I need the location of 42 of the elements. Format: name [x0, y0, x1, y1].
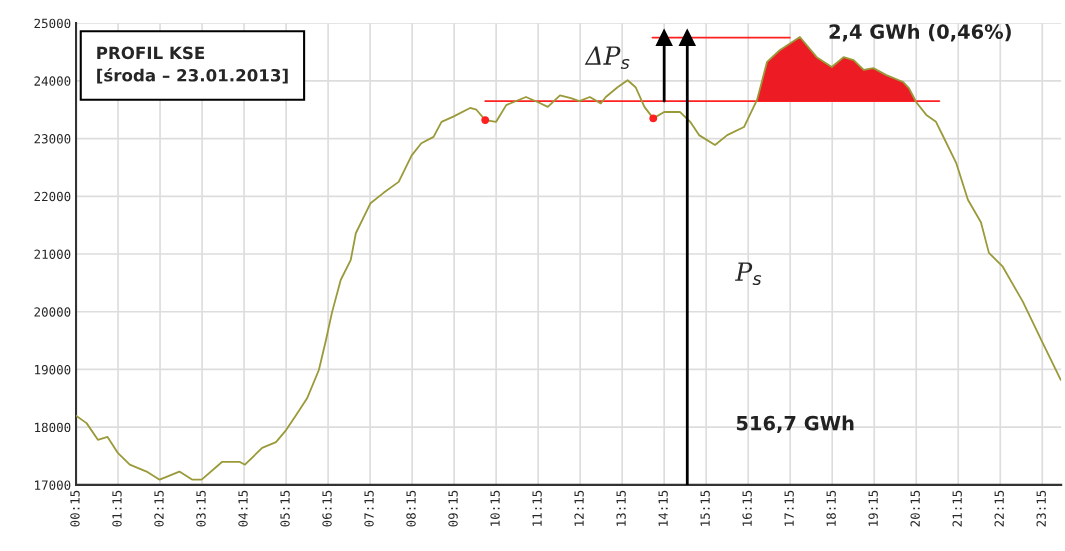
y-tick-label: 23000 — [34, 134, 71, 144]
x-tick-label: 07:15 — [364, 490, 374, 527]
y-tick-label: 20000 — [34, 307, 71, 317]
annotation: ΔP$_{s}$ — [584, 46, 630, 69]
y-tick-label: 22000 — [34, 191, 71, 202]
x-tick-label: 17:15 — [784, 490, 794, 526]
x-tick-label: 21:15 — [952, 490, 962, 527]
x-tick-label: 01:15 — [112, 490, 122, 527]
x-tick-label: 09:15 — [448, 490, 458, 527]
point — [655, 29, 673, 46]
point — [649, 114, 658, 123]
annotation: P$_{s}$ — [735, 262, 762, 286]
y-tick-label: 19000 — [35, 364, 71, 375]
x-tick-label: 22:15 — [994, 490, 1004, 527]
y-tick-label: 21000 — [34, 249, 71, 259]
x-tick-label: 08:15 — [406, 490, 416, 527]
x-tick-label: 05:15 — [280, 490, 290, 527]
x-tick-label: 03:15 — [196, 490, 206, 527]
x-tick-label: 13:15 — [616, 490, 626, 526]
text: PROFIL KSE [środa – 23.01.2013] — [97, 46, 288, 84]
x-tick-label: 04:15 — [238, 490, 248, 527]
x-tick-label: 02:15 — [154, 490, 164, 527]
x-tick-label: 14:15 — [658, 490, 668, 526]
x-tick-label: 23:15 — [1036, 490, 1046, 527]
y-tick-label: 25000 — [34, 18, 71, 29]
x-tick-label: 18:15 — [826, 490, 836, 526]
y-tick-label: 17000 — [35, 480, 71, 490]
x-tick-label: 20:15 — [910, 490, 920, 527]
x-tick-label: 10:15 — [490, 490, 500, 526]
annotation: 2,4 GWh (0,46%) — [829, 23, 1011, 42]
x-tick-label: 12:15 — [574, 490, 584, 526]
x-tick-label: 16:15 — [742, 490, 752, 526]
x-tick-label: 00:15 — [70, 490, 80, 527]
x-tick-label: 11:15 — [532, 490, 542, 526]
point — [481, 116, 490, 125]
x-tick-label: 19:15 — [868, 490, 878, 526]
x-tick-label: 06:15 — [322, 490, 332, 527]
annotation: 516,7 GWh — [736, 415, 854, 433]
y-tick-label: 18000 — [35, 422, 71, 433]
x-tick-label: 15:15 — [700, 490, 710, 526]
y-tick-label: 24000 — [34, 76, 71, 86]
point — [678, 29, 696, 46]
